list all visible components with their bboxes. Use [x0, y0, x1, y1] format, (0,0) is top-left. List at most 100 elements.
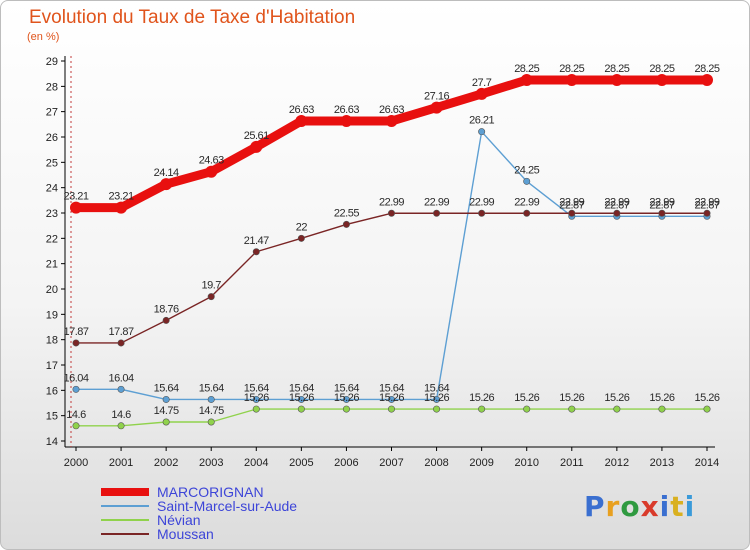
data-label: 24.25	[514, 164, 539, 176]
data-label: 17.87	[109, 326, 134, 338]
data-point	[610, 74, 623, 86]
y-tick-label: 27	[46, 107, 58, 119]
data-label: 16.04	[109, 372, 134, 384]
data-label: 24.14	[154, 167, 179, 179]
data-label: 15.26	[694, 392, 719, 404]
data-point	[297, 234, 305, 242]
legend-item-marcorignan: MARCORIGNAN	[101, 485, 297, 499]
data-point	[252, 248, 260, 256]
x-tick-label: 2006	[334, 457, 358, 469]
data-point	[72, 385, 80, 393]
data-label: 28.25	[649, 63, 674, 75]
data-label: 23.21	[109, 191, 134, 203]
data-point	[342, 405, 350, 413]
legend-swatch	[101, 519, 149, 521]
legend-label: Névian	[157, 512, 201, 528]
data-point	[72, 422, 80, 430]
data-point	[613, 209, 621, 217]
data-label: 25.61	[244, 130, 269, 142]
logo-letter: i	[684, 490, 696, 523]
y-tick-label: 21	[46, 259, 58, 271]
data-point	[207, 395, 215, 403]
data-point	[433, 405, 441, 413]
x-tick-label: 2000	[64, 457, 88, 469]
data-point	[72, 339, 80, 347]
data-label: 22.87	[649, 199, 674, 211]
chart-subtitle: (en %)	[27, 31, 60, 43]
x-tick-label: 2012	[605, 457, 629, 469]
y-tick-label: 20	[46, 284, 58, 296]
y-tick-label: 29	[46, 56, 58, 68]
data-point	[250, 140, 263, 153]
data-point	[703, 209, 711, 217]
y-tick-label: 24	[46, 183, 58, 195]
data-label: 22.99	[514, 196, 539, 208]
data-point	[433, 209, 441, 217]
legend-swatch	[101, 533, 149, 535]
data-point	[115, 201, 128, 214]
data-point	[160, 178, 173, 191]
data-point	[297, 395, 305, 403]
data-label: 15.26	[559, 392, 584, 404]
data-point	[205, 165, 218, 178]
data-label: 15.64	[289, 382, 314, 394]
data-label: 22.87	[604, 199, 629, 211]
data-point	[252, 395, 260, 403]
data-point	[520, 74, 533, 86]
data-point	[162, 395, 170, 403]
data-point	[658, 405, 666, 413]
data-point	[342, 220, 350, 228]
x-tick-label: 2014	[695, 457, 719, 469]
data-label: 23.21	[63, 191, 88, 203]
logo-letter: t	[670, 490, 685, 523]
x-tick-label: 2009	[469, 457, 493, 469]
data-label: 22.99	[424, 196, 449, 208]
data-label: 17.87	[63, 326, 88, 338]
y-tick-label: 15	[46, 411, 58, 423]
data-point	[478, 209, 486, 217]
data-label: 28.25	[694, 63, 719, 75]
data-label: 15.26	[379, 392, 404, 404]
legend-label: Saint-Marcel-sur-Aude	[157, 498, 298, 514]
y-tick-label: 14	[46, 436, 58, 448]
legend-label: Moussan	[157, 526, 214, 542]
data-label: 28.25	[514, 63, 539, 75]
data-label: 15.64	[244, 382, 269, 394]
data-label: 24.63	[199, 155, 224, 167]
data-point	[478, 405, 486, 413]
y-tick-label: 23	[46, 208, 58, 220]
data-point	[162, 418, 170, 426]
data-label: 14.75	[154, 405, 179, 417]
y-tick-label: 28	[46, 81, 58, 93]
legend-label: MARCORIGNAN	[157, 484, 264, 500]
data-point	[387, 395, 395, 403]
data-point	[655, 74, 668, 86]
y-tick-label: 25	[46, 157, 58, 169]
data-point	[613, 405, 621, 413]
data-point	[297, 405, 305, 413]
data-label: 22.55	[334, 207, 359, 219]
x-tick-label: 2011	[560, 457, 584, 469]
data-label: 15.26	[334, 392, 359, 404]
x-tick-label: 2004	[244, 457, 268, 469]
logo-letter: r	[605, 490, 621, 523]
data-label: 21.47	[244, 235, 269, 247]
data-label: 22.87	[694, 199, 719, 211]
x-tick-label: 2003	[199, 457, 223, 469]
series-line-3	[75, 212, 708, 344]
data-point	[568, 405, 576, 413]
data-label: 28.25	[559, 63, 584, 75]
logo-letter: o	[620, 490, 641, 523]
data-point	[117, 339, 125, 347]
data-label: 22.87	[559, 199, 584, 211]
data-point	[433, 395, 441, 403]
y-tick-label: 17	[46, 360, 58, 372]
data-point	[523, 177, 531, 185]
data-point	[568, 209, 576, 217]
data-point	[565, 74, 578, 86]
data-label: 22.99	[469, 196, 494, 208]
logo-letter: i	[659, 490, 671, 523]
data-label: 15.26	[469, 392, 494, 404]
y-tick-label: 19	[46, 309, 58, 321]
